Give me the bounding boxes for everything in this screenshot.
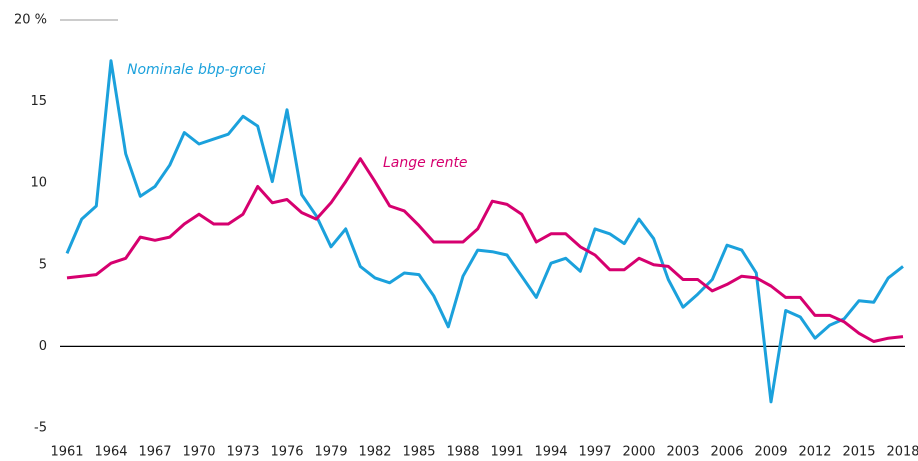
x-tick-label: 1991 xyxy=(490,445,523,460)
x-tick-label: 1964 xyxy=(94,445,127,460)
y-tick-label: 5 xyxy=(39,257,47,272)
x-tick-label: 1967 xyxy=(138,445,171,460)
x-tick-label: 2006 xyxy=(710,445,743,460)
x-tick-label: 1994 xyxy=(534,445,567,460)
x-tick-label: 2018 xyxy=(886,445,918,460)
x-tick-label: 1976 xyxy=(270,445,303,460)
x-tick-label: 1997 xyxy=(578,445,611,460)
series-label: Nominale bbp-groei xyxy=(127,62,266,78)
x-tick-label: 2003 xyxy=(666,445,699,460)
series-line xyxy=(66,157,904,343)
x-tick-label: 1982 xyxy=(358,445,391,460)
x-tick-label: 2009 xyxy=(754,445,787,460)
x-tick-label: 1973 xyxy=(226,445,259,460)
series-label: Lange rente xyxy=(383,155,468,171)
x-tick-label: 2015 xyxy=(842,445,875,460)
x-tick-label: 1985 xyxy=(402,445,435,460)
y-tick-label: 20 % xyxy=(14,13,47,28)
x-tick-label: 2000 xyxy=(622,445,655,460)
x-tick-label: 1979 xyxy=(314,445,347,460)
y-tick-label: 15 xyxy=(30,94,47,109)
y-tick-label: 10 xyxy=(30,176,47,191)
x-tick-label: 1961 xyxy=(50,445,83,460)
y-tick-label: 0 xyxy=(39,339,47,354)
x-tick-label: 2012 xyxy=(798,445,831,460)
x-tick-label: 1970 xyxy=(182,445,215,460)
y-tick-label: -5 xyxy=(34,421,47,436)
x-tick-label: 1988 xyxy=(446,445,479,460)
series-line xyxy=(65,59,904,404)
